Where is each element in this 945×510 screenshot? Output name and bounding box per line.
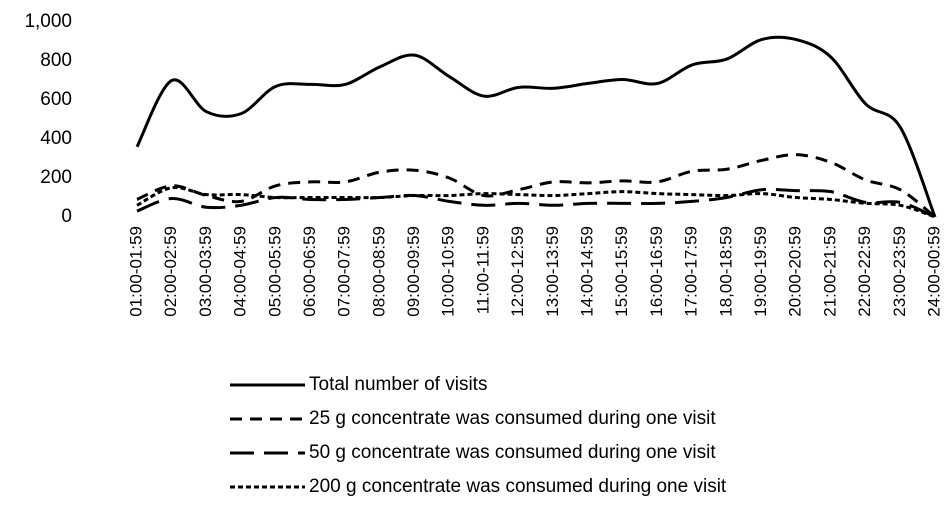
x-tick-label: 05:00-05:59: [265, 226, 284, 317]
x-tick-label: 10:00-10:59: [439, 226, 458, 317]
x-tick-label: 21:00-21:59: [820, 226, 839, 317]
legend-label: 50 g concentrate was consumed during one…: [309, 442, 716, 463]
series-line: [135, 35, 937, 218]
y-tick-label: 0: [61, 206, 72, 227]
x-tick-label: 24:00-00:59: [924, 226, 943, 317]
legend-label: Total number of visits: [309, 374, 487, 395]
y-tick-label: 200: [40, 167, 72, 188]
y-tick-label: 1,000: [24, 11, 72, 32]
x-tick-label: 15:00-15:59: [612, 226, 631, 317]
legend-label: 25 g concentrate was consumed during one…: [309, 408, 716, 429]
x-tick-label: 17:00-17:59: [682, 226, 701, 317]
series-line: [136, 185, 936, 219]
x-tick-label: 14:00-14:59: [578, 226, 597, 317]
x-tick-label: 11:00-11:59: [473, 226, 492, 314]
x-tick-label: 18,00-18:59: [716, 226, 735, 317]
y-tick-label: 400: [40, 128, 72, 149]
x-tick-label: 23:00-23:59: [890, 226, 909, 317]
x-tick-label: 20:00-20:59: [786, 226, 805, 317]
y-tick-label: 600: [40, 89, 72, 110]
y-tick-label: 800: [40, 50, 72, 71]
x-tick-label: 09:00-09:59: [404, 226, 423, 317]
x-tick-label: 01:00-01:59: [126, 226, 145, 317]
x-tick-label: 08:00-08:59: [369, 226, 388, 317]
x-tick-label: 04:00-04:59: [231, 226, 250, 317]
series-line: [136, 187, 936, 219]
legend-label: 200 g concentrate was consumed during on…: [309, 476, 727, 497]
x-tick-label: 07:00-07:59: [335, 226, 354, 317]
series-line: [136, 153, 936, 219]
x-tick-label: 02:00-02:59: [161, 226, 180, 317]
x-tick-label: 03:00-03:59: [196, 226, 215, 317]
x-tick-label: 16:00-16:59: [647, 226, 666, 317]
x-tick-label: 19:00-19:59: [751, 226, 770, 317]
x-tick-label: 13:00-13:59: [543, 226, 562, 317]
x-tick-label: 22:00-22:59: [855, 226, 874, 317]
x-tick-label: 12:00-12:59: [508, 226, 527, 317]
x-tick-label: 06:00-06:59: [300, 226, 319, 317]
